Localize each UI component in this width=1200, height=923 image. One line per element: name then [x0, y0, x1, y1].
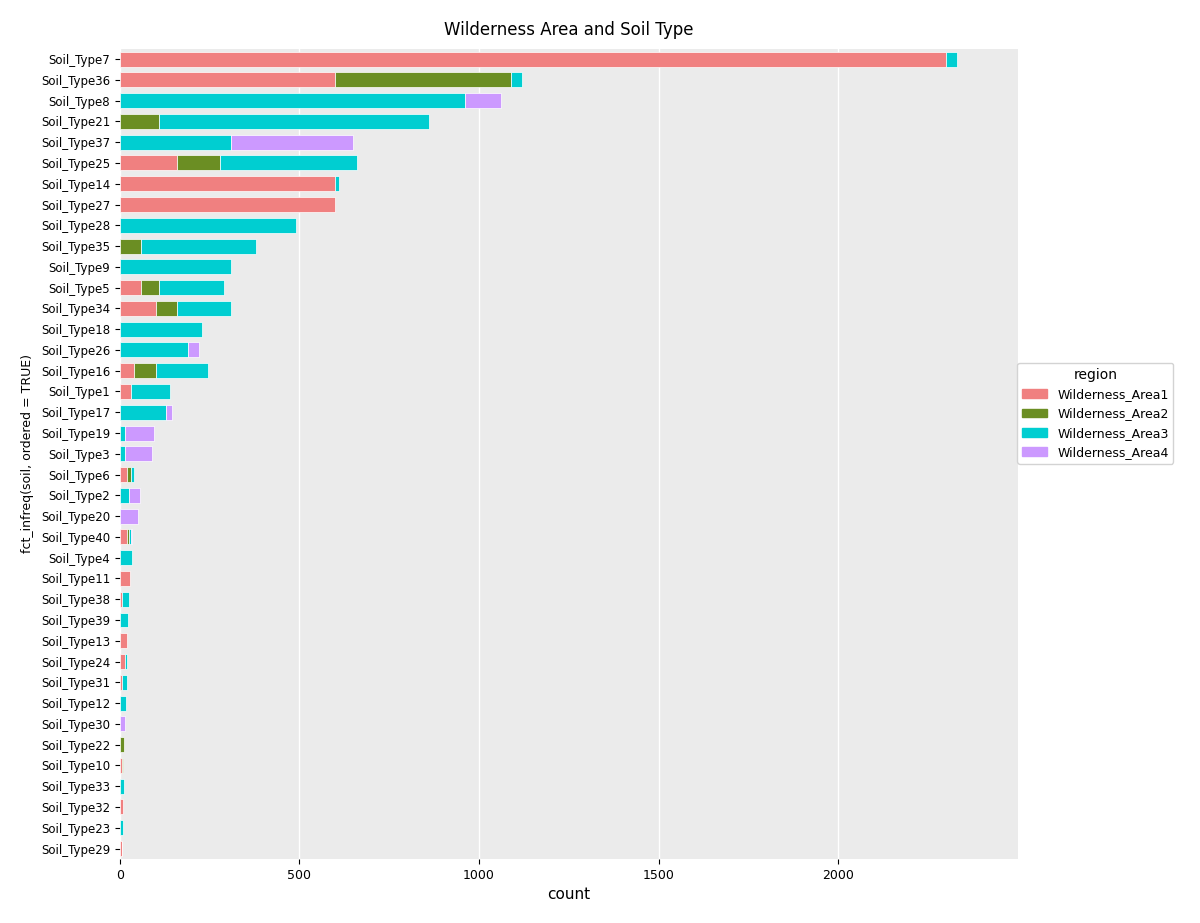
Bar — [120, 571, 130, 586]
Bar — [120, 716, 125, 731]
Bar — [120, 530, 127, 545]
Bar — [120, 841, 121, 856]
Bar — [335, 72, 511, 88]
Bar — [464, 93, 500, 108]
Bar — [120, 696, 126, 711]
Bar — [134, 364, 156, 378]
Bar — [142, 281, 160, 295]
Bar — [120, 488, 128, 503]
Bar — [131, 384, 170, 399]
Bar — [120, 197, 335, 212]
Bar — [120, 675, 121, 689]
Bar — [121, 758, 124, 773]
Bar — [120, 259, 232, 274]
Bar — [120, 93, 464, 108]
Bar — [127, 467, 131, 482]
Bar — [188, 342, 199, 357]
Bar — [120, 758, 121, 773]
Bar — [127, 530, 128, 545]
Bar — [120, 779, 124, 794]
Bar — [156, 301, 178, 316]
Bar — [142, 238, 257, 254]
Bar — [156, 364, 208, 378]
Bar — [121, 592, 128, 606]
Bar — [120, 72, 335, 88]
Bar — [120, 592, 121, 606]
Bar — [178, 155, 221, 171]
Bar — [120, 322, 203, 337]
Bar — [120, 633, 127, 648]
Bar — [120, 467, 127, 482]
Bar — [120, 342, 188, 357]
Bar — [120, 218, 296, 233]
Bar — [120, 384, 131, 399]
Bar — [221, 155, 356, 171]
Bar — [167, 405, 172, 420]
Bar — [120, 799, 124, 814]
Bar — [120, 301, 156, 316]
Bar — [120, 654, 125, 669]
Bar — [120, 281, 142, 295]
Bar — [120, 155, 178, 171]
Bar — [125, 654, 127, 669]
Bar — [120, 447, 125, 462]
Bar — [125, 447, 152, 462]
Bar — [120, 426, 125, 440]
Y-axis label: fct_infreq(soil, ordered = TRUE): fct_infreq(soil, ordered = TRUE) — [20, 354, 34, 553]
Bar — [335, 176, 338, 191]
Bar — [125, 426, 154, 440]
Bar — [160, 114, 428, 129]
Bar — [131, 530, 132, 545]
Bar — [128, 488, 139, 503]
Bar — [511, 72, 522, 88]
Bar — [120, 405, 167, 420]
Bar — [120, 114, 160, 129]
Bar — [120, 821, 122, 835]
Bar — [120, 238, 142, 254]
Bar — [232, 135, 353, 150]
Bar — [128, 530, 131, 545]
Title: Wilderness Area and Soil Type: Wilderness Area and Soil Type — [444, 21, 694, 39]
Bar — [120, 613, 127, 628]
Bar — [120, 550, 132, 565]
Bar — [178, 301, 232, 316]
Legend: Wilderness_Area1, Wilderness_Area2, Wilderness_Area3, Wilderness_Area4: Wilderness_Area1, Wilderness_Area2, Wild… — [1018, 363, 1174, 463]
Bar — [946, 52, 956, 66]
Bar — [131, 467, 134, 482]
Bar — [120, 737, 125, 752]
Bar — [120, 509, 138, 523]
Bar — [120, 364, 134, 378]
Bar — [120, 135, 232, 150]
Bar — [160, 281, 224, 295]
Bar — [120, 52, 946, 66]
Bar — [121, 675, 127, 689]
X-axis label: count: count — [547, 887, 590, 902]
Bar — [120, 176, 335, 191]
